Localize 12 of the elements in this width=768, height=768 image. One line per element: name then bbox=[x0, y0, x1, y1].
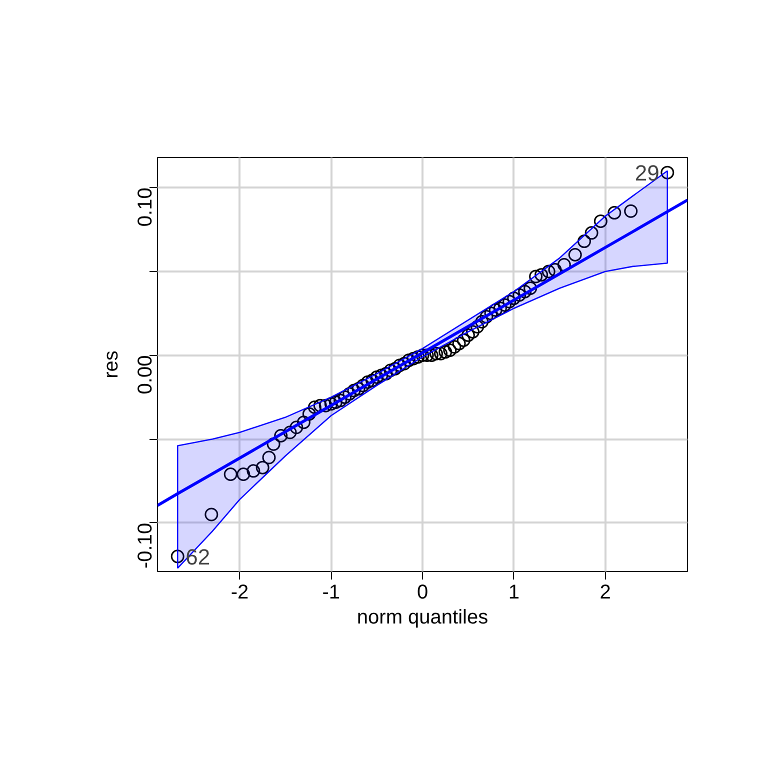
y-tick-label: 0.00 bbox=[134, 355, 156, 394]
y-tick-label: 0.10 bbox=[134, 188, 156, 227]
annotation: 29 bbox=[634, 160, 660, 186]
annotation: 62 bbox=[186, 544, 210, 570]
x-tick-label: 2 bbox=[600, 582, 611, 604]
x-tick-label: -1 bbox=[322, 582, 340, 604]
x-axis-title: norm quantiles bbox=[356, 606, 488, 628]
y-tick-label: -0.10 bbox=[134, 522, 156, 568]
y-axis-title: res bbox=[100, 350, 122, 378]
x-tick-label: 1 bbox=[508, 582, 520, 604]
x-tick-label: -2 bbox=[230, 582, 249, 604]
x-tick-label: 0 bbox=[416, 582, 428, 604]
